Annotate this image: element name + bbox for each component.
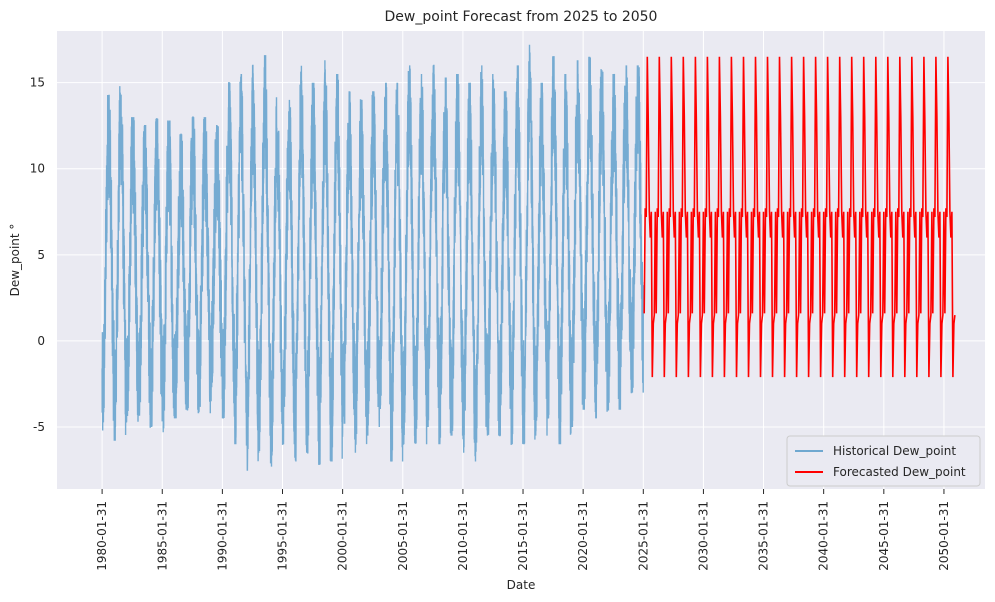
x-tick-label: 2035-01-31	[757, 501, 771, 571]
x-tick-label: 2030-01-31	[696, 501, 710, 571]
legend: Historical Dew_point Forecasted Dew_poin…	[786, 435, 981, 487]
x-tick-label: 2050-01-31	[937, 501, 951, 571]
x-tick-label: 2045-01-31	[877, 501, 891, 571]
x-tick-label: 1990-01-31	[215, 501, 229, 571]
y-tick-label: 5	[37, 248, 45, 262]
x-tick-label: 2020-01-31	[576, 501, 590, 571]
chart-title: Dew_point Forecast from 2025 to 2050	[385, 9, 658, 25]
y-tick-label: 15	[30, 76, 45, 90]
y-axis-title: Dew_point °	[8, 224, 22, 297]
x-tick-label: 1995-01-31	[276, 501, 290, 571]
x-tick-label: 2005-01-31	[396, 501, 410, 571]
x-tick-label: 2000-01-31	[336, 501, 350, 571]
x-axis-title: Date	[507, 578, 536, 592]
historical-dew-point-line	[101, 44, 644, 471]
y-tick-labels: -5 0 5 10 15	[30, 76, 45, 434]
x-tick-label: 1985-01-31	[155, 501, 169, 571]
legend-box	[786, 435, 981, 487]
x-tick-labels: 1980-01-31 1985-01-31 1990-01-31 1995-01-31…	[95, 489, 951, 571]
forecast-dew-point-line	[643, 56, 956, 378]
x-tick-label: 1980-01-31	[95, 501, 109, 571]
x-tick-label: 2010-01-31	[456, 501, 470, 571]
x-tick-label: 2025-01-31	[636, 501, 650, 571]
x-tick-label: 2040-01-31	[817, 501, 831, 571]
historical-series	[101, 44, 644, 471]
y-tick-label: 0	[37, 334, 45, 348]
legend-historical-label: Historical Dew_point	[833, 444, 956, 458]
x-tick-label: 2015-01-31	[516, 501, 530, 571]
y-tick-label: 10	[30, 162, 45, 176]
forecast-series	[643, 56, 956, 378]
y-tick-label: -5	[33, 420, 45, 434]
legend-forecast-label: Forecasted Dew_point	[833, 465, 966, 479]
